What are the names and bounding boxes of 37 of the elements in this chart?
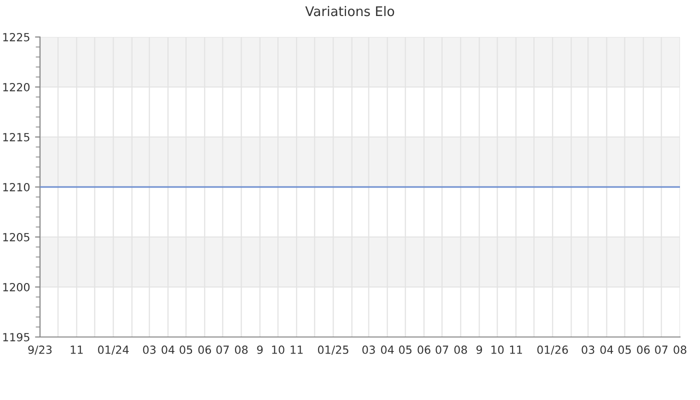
chart-title: Variations Elo — [305, 6, 394, 16]
x-tick-label: 9 — [257, 346, 263, 354]
y-tick-label: 1215 — [3, 132, 30, 142]
y-tick-label: 1220 — [3, 82, 30, 92]
x-tick-label: 08 — [234, 346, 248, 354]
x-tick-label: 01/25 — [318, 346, 348, 355]
x-tick-label: 11 — [290, 346, 303, 354]
x-tick-label: 05 — [180, 346, 192, 354]
x-tick-label: 04 — [381, 346, 394, 354]
x-tick-label: 03 — [582, 346, 594, 354]
x-tick-label: 07 — [216, 346, 229, 354]
x-tick-label: 9 — [476, 346, 482, 354]
x-tick-label: 04 — [162, 346, 174, 354]
x-tick-label: 03 — [143, 346, 156, 354]
y-tick-label: 1210 — [3, 182, 30, 192]
y-tick-label: 1200 — [3, 282, 30, 292]
x-tick-label: 01/26 — [537, 346, 568, 355]
x-tick-label: 08 — [674, 346, 686, 354]
x-tick-label: 01/24 — [98, 346, 129, 355]
x-tick-label: 05 — [399, 346, 412, 354]
x-tick-label: 08 — [454, 346, 467, 354]
x-tick-label: 05 — [618, 346, 631, 354]
x-tick-label: 10 — [491, 346, 504, 354]
x-tick-label: 10 — [272, 346, 284, 354]
x-tick-label: 06 — [637, 346, 650, 354]
x-tick-label: 06 — [418, 346, 430, 354]
x-tick-label: 07 — [655, 346, 668, 354]
x-tick-label: 06 — [198, 346, 212, 354]
x-tick-label: 11 — [510, 346, 522, 354]
y-tick-label: 1225 — [3, 32, 30, 42]
x-tick-label: 03 — [362, 346, 375, 354]
x-tick-label: 11 — [70, 346, 83, 354]
y-tick-label: 1195 — [3, 332, 30, 342]
x-tick-label: 9/23 — [28, 346, 52, 355]
x-tick-label: 04 — [600, 346, 614, 354]
y-tick-label: 1205 — [3, 232, 30, 242]
x-tick-label: 07 — [436, 346, 448, 354]
